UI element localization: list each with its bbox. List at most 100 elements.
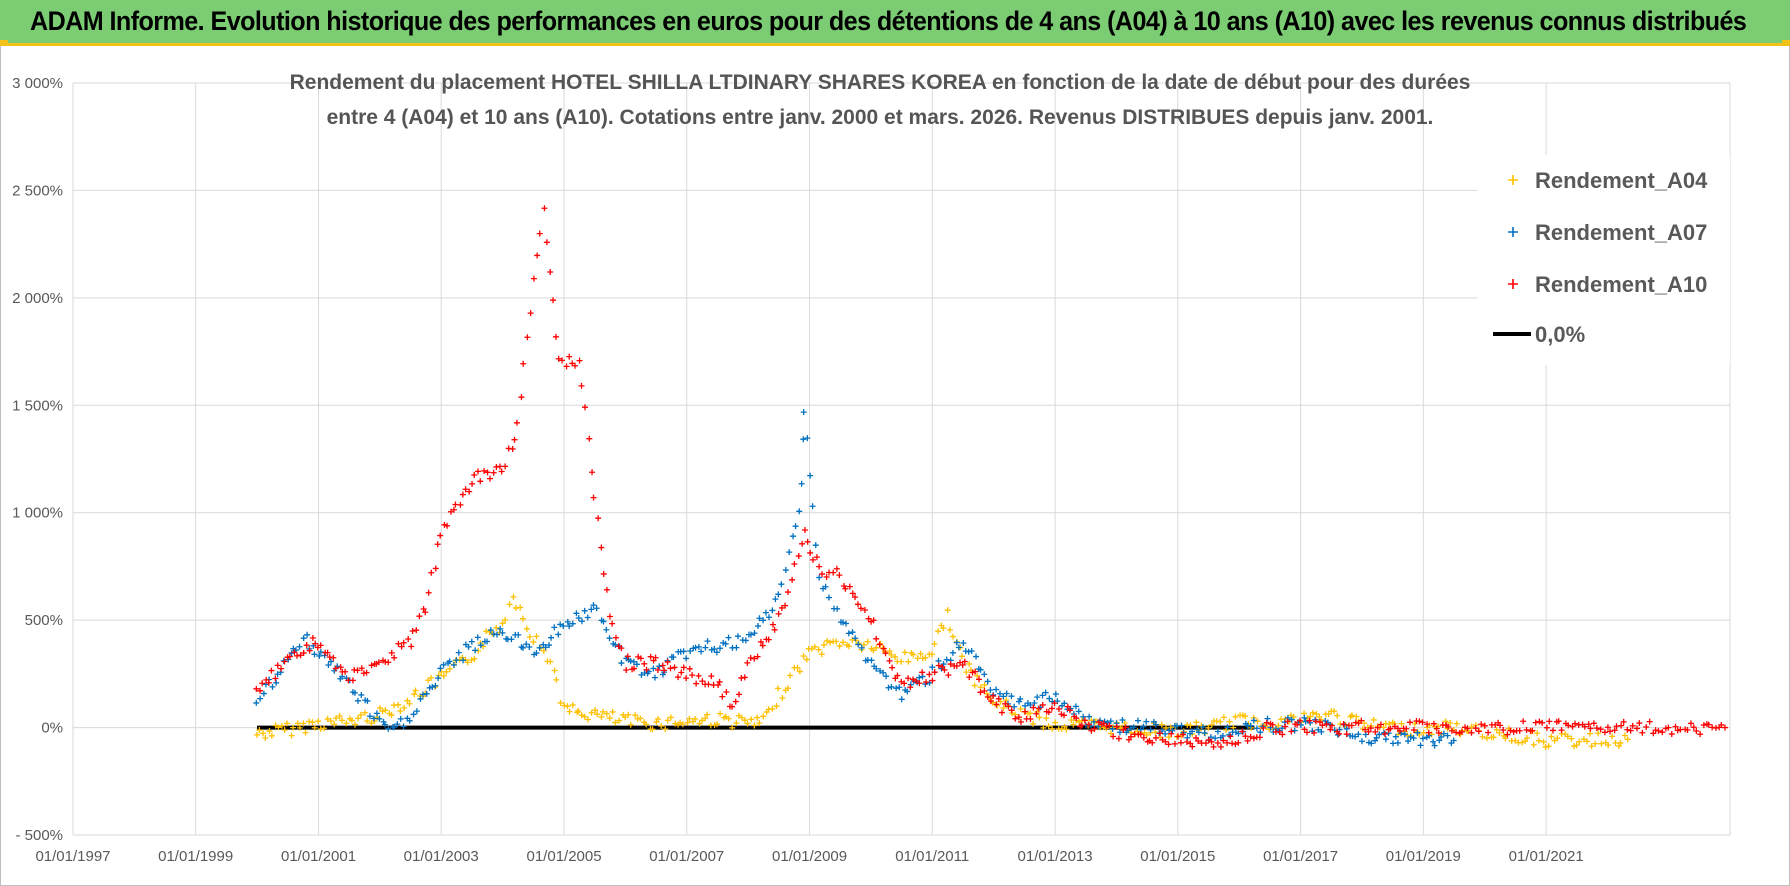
scatter-point xyxy=(910,651,917,658)
scatter-point xyxy=(530,638,537,645)
scatter-point xyxy=(1269,721,1276,728)
scatter-point xyxy=(1000,693,1007,700)
scatter-point xyxy=(317,642,324,649)
scatter-point xyxy=(581,404,588,411)
scatter-point xyxy=(351,689,358,696)
scatter-point xyxy=(1012,715,1019,722)
scatter-point xyxy=(471,472,478,479)
scatter-point xyxy=(253,699,260,706)
scatter-point xyxy=(490,469,497,476)
scatter-point xyxy=(502,463,509,470)
scatter-point xyxy=(457,501,464,508)
scatter-point xyxy=(1165,734,1172,741)
scatter-point xyxy=(1055,706,1062,713)
scatter-point xyxy=(1149,739,1156,746)
scatter-point xyxy=(311,724,318,731)
scatter-point xyxy=(269,683,276,690)
scatter-point xyxy=(667,714,674,721)
scatter-point xyxy=(754,714,761,721)
scatter-point xyxy=(432,565,439,572)
scatter-point xyxy=(459,491,466,498)
scatter-point xyxy=(1008,707,1015,714)
scatter-point xyxy=(916,680,923,687)
scatter-point xyxy=(1465,728,1472,735)
scatter-point xyxy=(977,684,984,691)
scatter-point xyxy=(438,668,445,675)
legend-item-zero: 0,0% xyxy=(1493,322,1585,347)
scatter-point xyxy=(652,654,659,661)
y-tick-label: 0% xyxy=(41,720,63,737)
scatter-point xyxy=(281,658,288,665)
scatter-point xyxy=(618,645,625,652)
scatter-point xyxy=(1534,730,1541,737)
scatter-point xyxy=(590,602,597,609)
scatter-point xyxy=(1524,735,1531,742)
scatter-point xyxy=(1134,717,1141,724)
scatter-point xyxy=(1193,734,1200,741)
scatter-point xyxy=(571,362,578,369)
scatter-point xyxy=(1522,738,1529,745)
scatter-point xyxy=(1212,735,1219,742)
scatter-point xyxy=(1214,740,1221,747)
scatter-point xyxy=(1143,718,1150,725)
scatter-point xyxy=(1036,714,1043,721)
scatter-point xyxy=(1373,734,1380,741)
scatter-point xyxy=(575,614,582,621)
scatter-point xyxy=(876,641,883,648)
scatter-point xyxy=(569,620,576,627)
scatter-point xyxy=(995,695,1002,702)
scatter-point xyxy=(1199,724,1206,731)
scatter-point xyxy=(1313,710,1320,717)
scatter-point xyxy=(1143,731,1150,738)
scatter-point xyxy=(679,721,686,728)
scatter-point xyxy=(916,674,923,681)
scatter-point xyxy=(1438,734,1445,741)
scatter-point xyxy=(453,657,460,664)
scatter-point xyxy=(849,629,856,636)
scatter-point xyxy=(929,664,936,671)
scatter-point xyxy=(1075,708,1082,715)
scatter-point xyxy=(1604,724,1611,731)
scatter-point xyxy=(1543,724,1550,731)
scatter-point xyxy=(1516,727,1523,734)
scatter-point xyxy=(1472,725,1479,732)
scatter-point xyxy=(907,684,914,691)
scatter-point xyxy=(754,653,761,660)
scatter-point xyxy=(692,644,699,651)
scatter-point xyxy=(281,726,288,733)
scatter-point xyxy=(527,310,534,317)
scatter-point xyxy=(354,697,361,704)
scatter-point xyxy=(654,666,661,673)
scatter-point xyxy=(775,610,782,617)
scatter-point xyxy=(990,692,997,699)
scatter-point xyxy=(929,677,936,684)
scatter-point xyxy=(757,638,764,645)
scatter-point xyxy=(1061,712,1068,719)
scatter-point xyxy=(901,680,908,687)
scatter-point xyxy=(968,648,975,655)
scatter-point xyxy=(1529,727,1536,734)
scatter-point xyxy=(901,649,908,656)
scatter-point xyxy=(762,609,769,616)
scatter-point xyxy=(327,718,334,725)
scatter-point xyxy=(1572,720,1579,727)
scatter-point xyxy=(873,665,880,672)
scatter-point xyxy=(401,704,408,711)
scatter-point xyxy=(1504,731,1511,738)
scatter-point xyxy=(804,435,811,442)
scatter-point xyxy=(649,726,656,733)
scatter-point xyxy=(1081,717,1088,724)
scatter-point xyxy=(1401,731,1408,738)
scatter-point xyxy=(1091,725,1098,732)
scatter-point xyxy=(1232,713,1239,720)
scatter-point xyxy=(547,269,554,276)
scatter-point xyxy=(336,713,343,720)
x-tick-label: 01/01/2013 xyxy=(1018,848,1093,865)
scatter-point xyxy=(1045,709,1052,716)
scatter-point xyxy=(1247,733,1254,740)
x-axis: 01/01/1997 01/01/1999 01/01/2001 01/01/2003… xyxy=(35,848,1583,865)
scatter-point xyxy=(444,522,451,529)
scatter-point xyxy=(533,650,540,657)
scatter-point xyxy=(1697,731,1704,738)
scatter-point xyxy=(1512,737,1519,744)
